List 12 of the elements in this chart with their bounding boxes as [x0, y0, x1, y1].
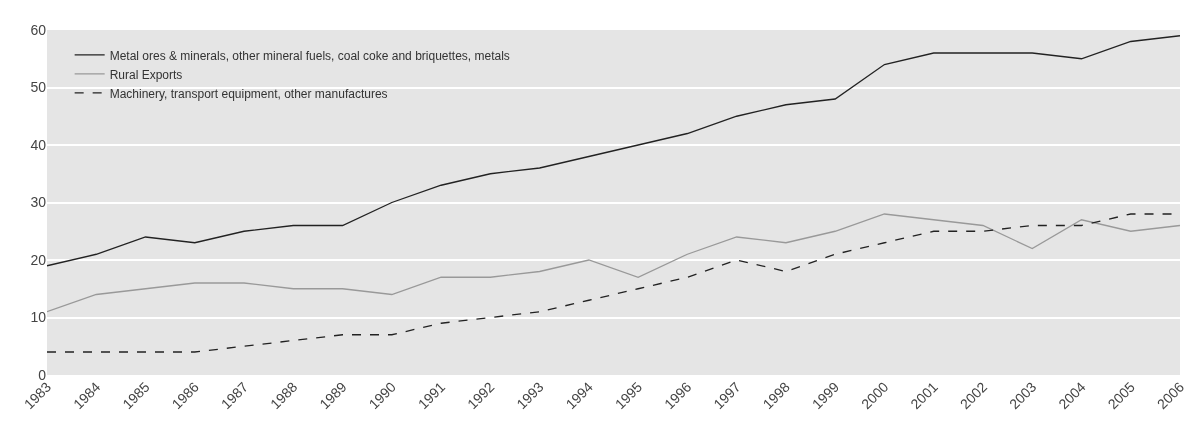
legend-label: Metal ores & minerals, other mineral fuels, coal coke and briquettes, metals — [109, 48, 510, 63]
y-tick-label: 0 — [38, 366, 47, 383]
line-series — [47, 35, 1180, 267]
y-tick-label: 50 — [30, 79, 47, 96]
y-tick-label: 40 — [30, 136, 47, 153]
y-tick-label: 30 — [30, 194, 47, 211]
y-tick-label: 10 — [30, 309, 47, 326]
legend-label: Rural Exports — [109, 67, 183, 82]
legend-label: Machinery, transport equipment, other manufactures — [109, 86, 388, 101]
y-tick-label: 20 — [30, 251, 47, 268]
y-tick-label: 60 — [30, 21, 47, 38]
line-series — [47, 213, 1180, 313]
